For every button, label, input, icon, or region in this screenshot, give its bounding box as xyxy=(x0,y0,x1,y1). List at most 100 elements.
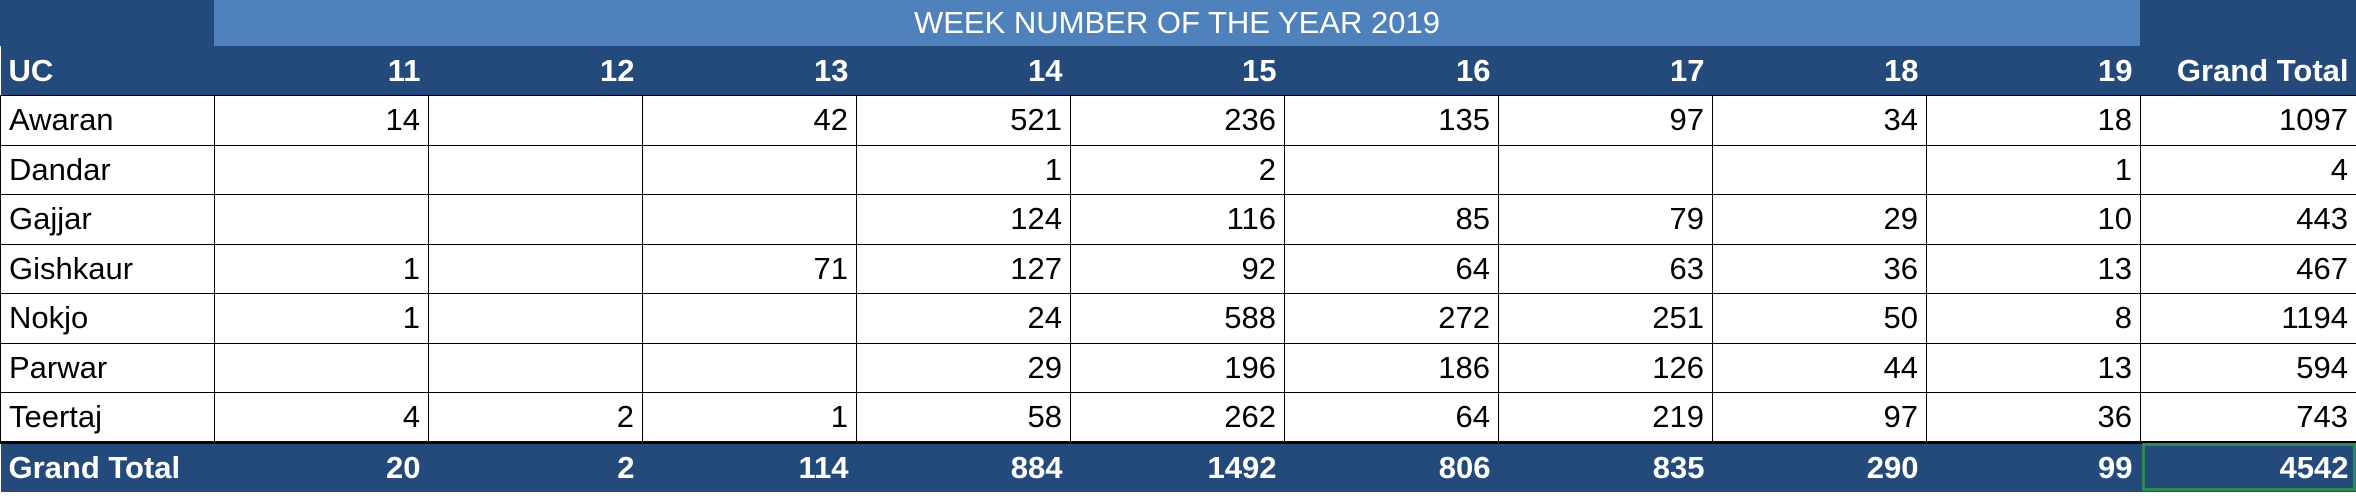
value-cell[interactable]: 36 xyxy=(1712,243,1927,294)
week-column-header[interactable]: 16 xyxy=(1284,46,1499,96)
value-cell[interactable]: 34 xyxy=(1712,95,1927,146)
value-cell[interactable] xyxy=(642,194,857,245)
value-cell[interactable] xyxy=(428,144,643,195)
value-cell[interactable] xyxy=(642,293,857,344)
value-cell[interactable]: 14 xyxy=(214,95,429,146)
value-cell[interactable]: 251 xyxy=(1498,293,1713,344)
column-total-cell[interactable]: 290 xyxy=(1712,440,1927,492)
row-total-cell[interactable]: 1097 xyxy=(2140,95,2356,146)
value-cell[interactable] xyxy=(214,342,429,393)
value-cell[interactable]: 92 xyxy=(1070,243,1285,294)
column-total-cell[interactable]: 114 xyxy=(642,440,857,492)
value-cell[interactable] xyxy=(428,95,643,146)
week-column-header[interactable]: 18 xyxy=(1712,46,1927,96)
row-total-cell[interactable]: 1194 xyxy=(2140,293,2356,344)
value-cell[interactable]: 236 xyxy=(1070,95,1285,146)
value-cell[interactable]: 97 xyxy=(1498,95,1713,146)
value-cell[interactable] xyxy=(214,194,429,245)
uc-name-cell[interactable]: Parwar xyxy=(0,342,215,393)
grand-total-column-header[interactable]: Grand Total xyxy=(2140,46,2356,96)
value-cell[interactable] xyxy=(428,243,643,294)
value-cell[interactable]: 127 xyxy=(856,243,1071,294)
value-cell[interactable]: 1 xyxy=(214,293,429,344)
uc-column-header[interactable]: UC xyxy=(0,46,215,96)
value-cell[interactable] xyxy=(1284,144,1499,195)
value-cell[interactable]: 64 xyxy=(1284,392,1499,443)
value-cell[interactable] xyxy=(1712,144,1927,195)
column-total-cell[interactable]: 99 xyxy=(1926,440,2141,492)
value-cell[interactable]: 13 xyxy=(1926,342,2141,393)
uc-name-cell[interactable]: Gajjar xyxy=(0,194,215,245)
week-number-banner[interactable]: WEEK NUMBER OF THE YEAR 2019 xyxy=(214,0,2140,46)
value-cell[interactable]: 588 xyxy=(1070,293,1285,344)
value-cell[interactable]: 79 xyxy=(1498,194,1713,245)
value-cell[interactable]: 116 xyxy=(1070,194,1285,245)
week-column-header[interactable]: 15 xyxy=(1070,46,1285,96)
value-cell[interactable]: 2 xyxy=(428,392,643,443)
uc-name-cell[interactable]: Gishkaur xyxy=(0,243,215,294)
value-cell[interactable] xyxy=(1498,144,1713,195)
value-cell[interactable]: 2 xyxy=(1070,144,1285,195)
value-cell[interactable]: 8 xyxy=(1926,293,2141,344)
value-cell[interactable]: 135 xyxy=(1284,95,1499,146)
value-cell[interactable] xyxy=(214,144,429,195)
value-cell[interactable]: 1 xyxy=(214,243,429,294)
grand-total-label[interactable]: Grand Total xyxy=(0,440,215,492)
week-column-header[interactable]: 17 xyxy=(1498,46,1713,96)
value-cell[interactable]: 126 xyxy=(1498,342,1713,393)
value-cell[interactable]: 262 xyxy=(1070,392,1285,443)
value-cell[interactable]: 1 xyxy=(1926,144,2141,195)
row-total-cell[interactable]: 4 xyxy=(2140,144,2356,195)
value-cell[interactable]: 97 xyxy=(1712,392,1927,443)
value-cell[interactable]: 64 xyxy=(1284,243,1499,294)
value-cell[interactable]: 272 xyxy=(1284,293,1499,344)
row-total-cell[interactable]: 443 xyxy=(2140,194,2356,245)
week-column-header[interactable]: 19 xyxy=(1926,46,2141,96)
value-cell[interactable]: 44 xyxy=(1712,342,1927,393)
value-cell[interactable]: 186 xyxy=(1284,342,1499,393)
column-total-cell[interactable]: 806 xyxy=(1284,440,1499,492)
column-total-cell[interactable]: 835 xyxy=(1498,440,1713,492)
value-cell[interactable]: 124 xyxy=(856,194,1071,245)
value-cell[interactable]: 71 xyxy=(642,243,857,294)
value-cell[interactable]: 4 xyxy=(214,392,429,443)
row-total-cell[interactable]: 743 xyxy=(2140,392,2356,443)
value-cell[interactable] xyxy=(642,342,857,393)
value-cell[interactable]: 29 xyxy=(1712,194,1927,245)
value-cell[interactable]: 10 xyxy=(1926,194,2141,245)
value-cell[interactable]: 219 xyxy=(1498,392,1713,443)
column-total-cell[interactable]: 884 xyxy=(856,440,1071,492)
value-cell[interactable]: 42 xyxy=(642,95,857,146)
week-column-header[interactable]: 11 xyxy=(214,46,429,96)
value-cell[interactable]: 63 xyxy=(1498,243,1713,294)
value-cell[interactable] xyxy=(642,144,857,195)
value-cell[interactable]: 1 xyxy=(642,392,857,443)
value-cell[interactable] xyxy=(428,194,643,245)
grand-total-value-cell[interactable]: 4542 xyxy=(2140,440,2356,492)
column-total-cell[interactable]: 2 xyxy=(428,440,643,492)
value-cell[interactable]: 50 xyxy=(1712,293,1927,344)
value-cell[interactable]: 29 xyxy=(856,342,1071,393)
banner-right-cell[interactable] xyxy=(2140,0,2356,46)
value-cell[interactable] xyxy=(428,293,643,344)
uc-name-cell[interactable]: Nokjo xyxy=(0,293,215,344)
column-total-cell[interactable]: 1492 xyxy=(1070,440,1285,492)
week-column-header[interactable]: 13 xyxy=(642,46,857,96)
value-cell[interactable]: 24 xyxy=(856,293,1071,344)
row-total-cell[interactable]: 594 xyxy=(2140,342,2356,393)
value-cell[interactable]: 1 xyxy=(856,144,1071,195)
value-cell[interactable]: 85 xyxy=(1284,194,1499,245)
banner-left-cell[interactable] xyxy=(0,0,214,46)
value-cell[interactable]: 58 xyxy=(856,392,1071,443)
uc-name-cell[interactable]: Dandar xyxy=(0,144,215,195)
value-cell[interactable]: 18 xyxy=(1926,95,2141,146)
row-total-cell[interactable]: 467 xyxy=(2140,243,2356,294)
value-cell[interactable]: 13 xyxy=(1926,243,2141,294)
value-cell[interactable] xyxy=(428,342,643,393)
value-cell[interactable]: 36 xyxy=(1926,392,2141,443)
week-column-header[interactable]: 14 xyxy=(856,46,1071,96)
value-cell[interactable]: 196 xyxy=(1070,342,1285,393)
column-total-cell[interactable]: 20 xyxy=(214,440,429,492)
uc-name-cell[interactable]: Teertaj xyxy=(0,392,215,443)
value-cell[interactable]: 521 xyxy=(856,95,1071,146)
